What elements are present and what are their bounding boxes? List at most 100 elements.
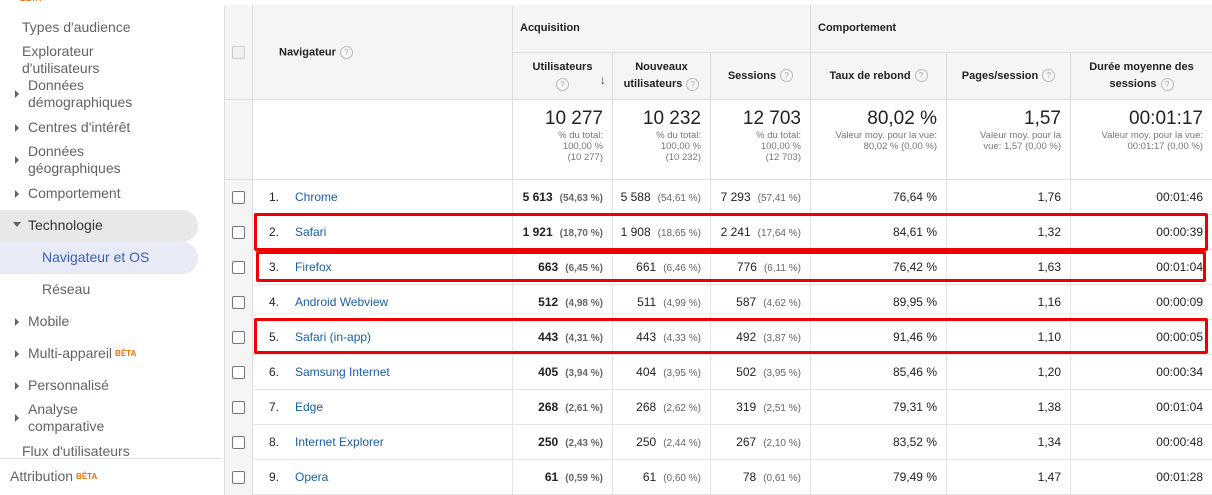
menu-item[interactable]: Réseau [42, 281, 90, 298]
menu-item[interactable]: Données démographiques [15, 77, 132, 111]
metric-value: 1 921 [522, 225, 553, 239]
browser-link[interactable]: Samsung Internet [295, 365, 390, 379]
row-checkbox[interactable] [232, 226, 245, 239]
menu-item[interactable]: Données géographiques [15, 143, 121, 177]
column-header[interactable]: Utilisateurs? ↓ [513, 53, 613, 100]
row-checkbox[interactable] [232, 401, 245, 414]
metric-value: 2 241 [720, 225, 751, 239]
total-value: 12 703 [742, 108, 801, 129]
browser-link[interactable]: Safari [295, 225, 327, 239]
metric-cell: 1,20 [947, 355, 1071, 390]
column-header-text: Taux de rebond [829, 69, 911, 82]
metric-cell: 1 921 (18,70 %) [513, 215, 613, 250]
name-cell: 8. Internet Explorer [253, 425, 513, 460]
name-cell: 1. Chrome [253, 180, 513, 215]
group-header-text: Acquisition [520, 22, 580, 34]
menu-item[interactable]: Flux d'utilisateurs [22, 443, 130, 458]
total-note: 100,00 % [760, 141, 801, 152]
metric-value: 5 588 [620, 190, 651, 204]
total-cell: 10 232% du total: 100,00 % (10 232) [613, 100, 711, 180]
expand-arrow [13, 221, 21, 227]
attribution-section[interactable]: Attribution BÊTA [0, 458, 222, 495]
menu-item[interactable]: Centres d'intérêt [15, 119, 130, 136]
metric-cell: 1,34 [947, 425, 1071, 460]
attribution-label: Attribution BÊTA [10, 468, 97, 485]
metric-cell: 00:00:09 [1071, 285, 1212, 320]
metric-cell: 512 (4,98 %) [513, 285, 613, 320]
expand-arrow [15, 414, 19, 422]
menu-item[interactable]: Personnalisé [15, 377, 109, 394]
expand-arrow [15, 349, 19, 358]
metric-share: (2,62 %) [663, 403, 701, 414]
beta-badge: BÊTA [115, 349, 137, 358]
column-header[interactable]: Durée moyenne des sessions? [1071, 53, 1212, 100]
column-header[interactable]: Sessions? [711, 53, 811, 100]
column-header[interactable]: Pages/session? [947, 53, 1071, 100]
metric-cell: 61 (0,59 %) [513, 460, 613, 495]
metric-share: (3,94 %) [565, 368, 603, 379]
metric-cell: 1,63 [947, 250, 1071, 285]
row-checkbox[interactable] [232, 366, 245, 379]
metric-cell: 83,52 % [811, 425, 947, 460]
browser-link[interactable]: Android Webview [295, 295, 389, 309]
browser-link[interactable]: Firefox [295, 260, 332, 274]
column-header[interactable]: Nouveaux utilisateurs? [613, 53, 711, 100]
browser-link[interactable]: Safari (in-app) [295, 330, 372, 344]
total-cell: 00:01:17 Valeur moy. pour la vue: 00:01:17… [1071, 100, 1212, 180]
metric-value: 85,46 % [892, 365, 937, 379]
menu-item-text: Types d'audience [22, 19, 131, 35]
metric-share: (0,61 %) [763, 473, 801, 484]
metric-value: 267 [736, 435, 757, 449]
beta-badge: BÊTA [20, 0, 41, 3]
total-note: % du total: [656, 130, 701, 141]
row-checkbox[interactable] [232, 471, 245, 484]
menu-item[interactable]: Multi-appareil BÊTA [15, 345, 137, 362]
metric-value: 00:00:09 [1156, 295, 1203, 309]
metric-cell: 250 (2,44 %) [613, 425, 711, 460]
row-checkbox[interactable] [232, 191, 245, 204]
metric-share: (6,46 %) [663, 263, 701, 274]
row-index: 2. [269, 225, 280, 239]
browser-link[interactable]: Opera [295, 470, 329, 484]
metric-cell: 587 (4,62 %) [711, 285, 811, 320]
metric-cell: 268 (2,62 %) [613, 390, 711, 425]
beta-badge: BÊTA [76, 472, 98, 481]
menu-item-text: Flux d'utilisateurs [22, 443, 130, 458]
metric-share: (4,33 %) [663, 333, 701, 344]
menu-item[interactable]: Types d'audience [22, 19, 131, 36]
row-checkbox[interactable] [232, 331, 245, 344]
metric-value: 268 [538, 400, 559, 414]
row-checkbox[interactable] [232, 261, 245, 274]
metric-value: 404 [636, 365, 657, 379]
active-group-bg [0, 210, 198, 242]
menu-item[interactable]: Mobile [15, 313, 70, 330]
row-checkbox[interactable] [232, 436, 245, 449]
metric-share: (2,51 %) [763, 403, 801, 414]
menu-item[interactable]: Comportement [15, 185, 121, 202]
expand-arrow [15, 156, 19, 164]
sidebar-menu: BÊTA Types d'audience Explorateurd'utilisa… [0, 0, 222, 458]
metric-value: 661 [636, 260, 657, 274]
metric-cell: 404 (3,95 %) [613, 355, 711, 390]
menu-item[interactable]: Analyse comparative [15, 401, 105, 435]
sidebar: BÊTA Types d'audience Explorateurd'utilisa… [0, 0, 222, 495]
table-row: 3. Firefox 663 (6,45 %) 661 (6,46 %) 776 (6,11 … [225, 250, 1212, 285]
browser-link[interactable]: Chrome [295, 190, 338, 204]
column-header[interactable]: Taux de rebond? [811, 53, 947, 100]
menu-item-text: Mobile [28, 313, 70, 329]
totals-checkbox-cell [225, 100, 253, 180]
metric-value: 1,20 [1037, 365, 1061, 379]
menu-item[interactable]: Navigateur et OS [42, 249, 149, 266]
row-checkbox[interactable] [232, 296, 245, 309]
metric-cell: 79,31 % [811, 390, 947, 425]
menu-item[interactable]: Explorateur d'utilisateurs [22, 43, 99, 77]
metric-cell: 00:00:05 [1071, 320, 1212, 355]
metric-value: 512 [538, 295, 559, 309]
menu-item-text: comparative [28, 418, 105, 434]
browser-link[interactable]: Edge [295, 400, 324, 414]
menu-item-text: Navigateur et OS [42, 249, 150, 265]
total-cell: 10 277% du total: 100,00 % (10 277) [513, 100, 613, 180]
browser-link[interactable]: Internet Explorer [295, 435, 384, 449]
menu-item[interactable]: Technologie [13, 217, 103, 234]
metric-share: (17,64 %) [757, 228, 801, 239]
